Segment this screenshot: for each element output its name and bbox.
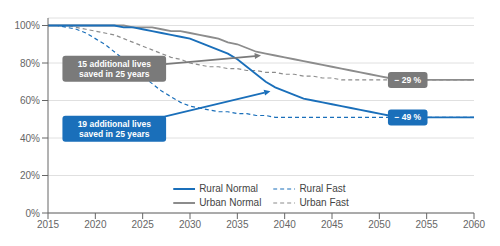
svg-text:2055: 2055 [416, 219, 439, 230]
svg-text:40%: 40% [20, 133, 40, 144]
svg-text:2025: 2025 [132, 219, 155, 230]
svg-text:2060: 2060 [463, 219, 486, 230]
svg-text:2020: 2020 [84, 219, 107, 230]
html-text:Rural Normal: Rural Normal [199, 183, 258, 194]
svg-text:2040: 2040 [274, 219, 297, 230]
svg-text:20%: 20% [20, 170, 40, 181]
svg-text:15 additional livessaved in 25: 15 additional livessaved in 25 years [78, 59, 151, 79]
svg-text:2045: 2045 [321, 219, 344, 230]
svg-text:2015: 2015 [37, 219, 60, 230]
svg-text:100%: 100% [14, 20, 40, 31]
html-text:Urban Fast: Urban Fast [299, 197, 349, 208]
svg-text:0%: 0% [26, 208, 41, 219]
svg-text:2050: 2050 [368, 219, 391, 230]
svg-text:80%: 80% [20, 58, 40, 69]
svg-text:19 additional livessaved in 25: 19 additional livessaved in 25 years [78, 119, 151, 139]
svg-text:60%: 60% [20, 95, 40, 106]
svg-text:2035: 2035 [226, 219, 249, 230]
html-text:Urban Normal: Urban Normal [199, 197, 262, 208]
svg-text:− 29 %: − 29 % [394, 75, 421, 85]
html-text:Rural Fast: Rural Fast [299, 183, 346, 194]
svg-text:− 49 %: − 49 % [394, 112, 421, 122]
svg-text:2030: 2030 [179, 219, 202, 230]
